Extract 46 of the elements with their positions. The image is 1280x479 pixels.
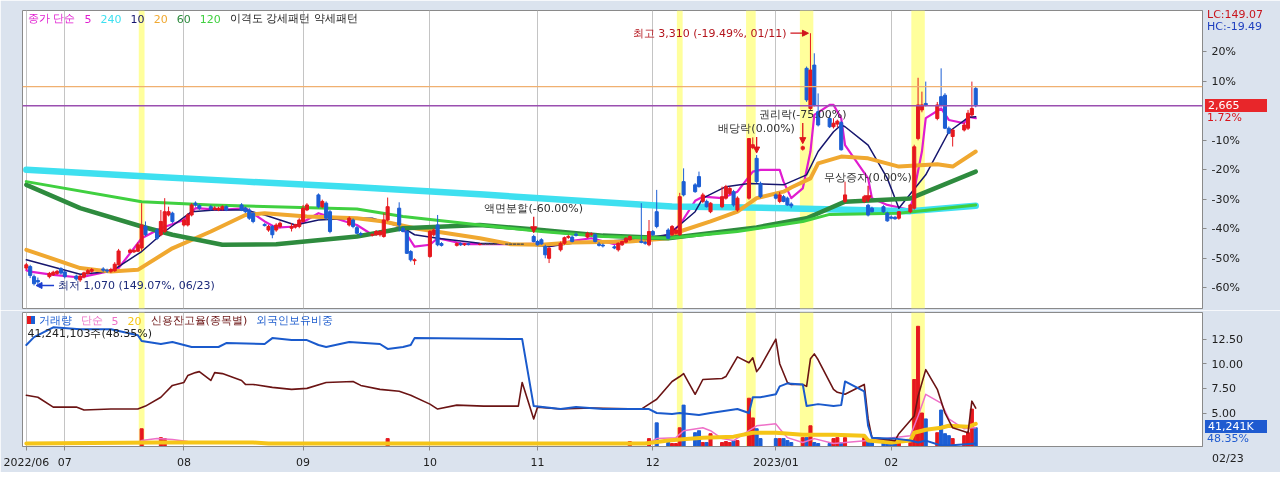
y-tick-label: 10% bbox=[1211, 74, 1236, 88]
text: 41,241K bbox=[1205, 419, 1267, 433]
y-tick-label: -60% bbox=[1211, 281, 1240, 295]
annotation: 배당락(0.00%) bbox=[718, 122, 795, 136]
x-tick-label: 11 bbox=[530, 455, 545, 469]
x-tick-label: 07 bbox=[57, 455, 72, 469]
text: 60 bbox=[176, 12, 191, 26]
text: 48.35% bbox=[1207, 431, 1249, 445]
y-tick-label: 12.50 bbox=[1211, 333, 1243, 347]
x-tick-label: 09 bbox=[296, 455, 311, 469]
text: 20 bbox=[153, 12, 168, 26]
x-tick-label: 02 bbox=[884, 455, 899, 469]
text: 1.72% bbox=[1207, 111, 1242, 125]
y-tick-label: -50% bbox=[1211, 251, 1240, 265]
x-tick-label: 12 bbox=[645, 455, 660, 469]
y-tick-label: 10.00 bbox=[1211, 357, 1243, 371]
annotation: 액면분할(-60.00%) bbox=[484, 201, 583, 215]
series-label: 외국인보유비중 bbox=[255, 314, 333, 327]
text: 240 bbox=[100, 12, 122, 26]
annotation: 이격도 강세패턴 약세패턴 bbox=[229, 12, 358, 25]
y-tick-label: -20% bbox=[1211, 163, 1240, 177]
y-tick-label: -10% bbox=[1211, 133, 1240, 147]
y-tick-label: 5.00 bbox=[1211, 407, 1236, 420]
y-tick-label: -30% bbox=[1211, 192, 1240, 206]
annotation: 최고 3,310 (-19.49%, 01/11) bbox=[632, 26, 787, 40]
text: 120 bbox=[199, 12, 221, 26]
legend-label: 거래량 bbox=[38, 314, 72, 327]
text: 신용잔고율(종목별) bbox=[150, 314, 248, 327]
text: 5 bbox=[111, 314, 119, 328]
x-tick-label: 2022/06 bbox=[3, 455, 50, 469]
annotation: 최저 1,070 (149.07%, 06/23) bbox=[58, 278, 215, 292]
y-tick-label: 20% bbox=[1211, 45, 1236, 59]
legend-title: 단순 bbox=[80, 314, 103, 327]
x-tick-label: 10 bbox=[422, 455, 437, 469]
y-tick-label: -40% bbox=[1211, 222, 1240, 236]
x-tick-label: 08 bbox=[176, 455, 191, 469]
legend-title: 종가 단순 bbox=[27, 12, 75, 25]
text: HC:-19.49 bbox=[1207, 20, 1263, 33]
text: LC:149.07 bbox=[1207, 8, 1264, 21]
text: 5 bbox=[84, 12, 92, 26]
y-tick-label: 7.50 bbox=[1211, 382, 1236, 396]
text: 2,665 bbox=[1205, 98, 1267, 112]
text: 10 bbox=[130, 12, 145, 26]
text: 02/23 bbox=[1212, 452, 1244, 465]
text: 20 bbox=[127, 314, 142, 328]
x-tick-label: 2023/01 bbox=[753, 455, 799, 469]
